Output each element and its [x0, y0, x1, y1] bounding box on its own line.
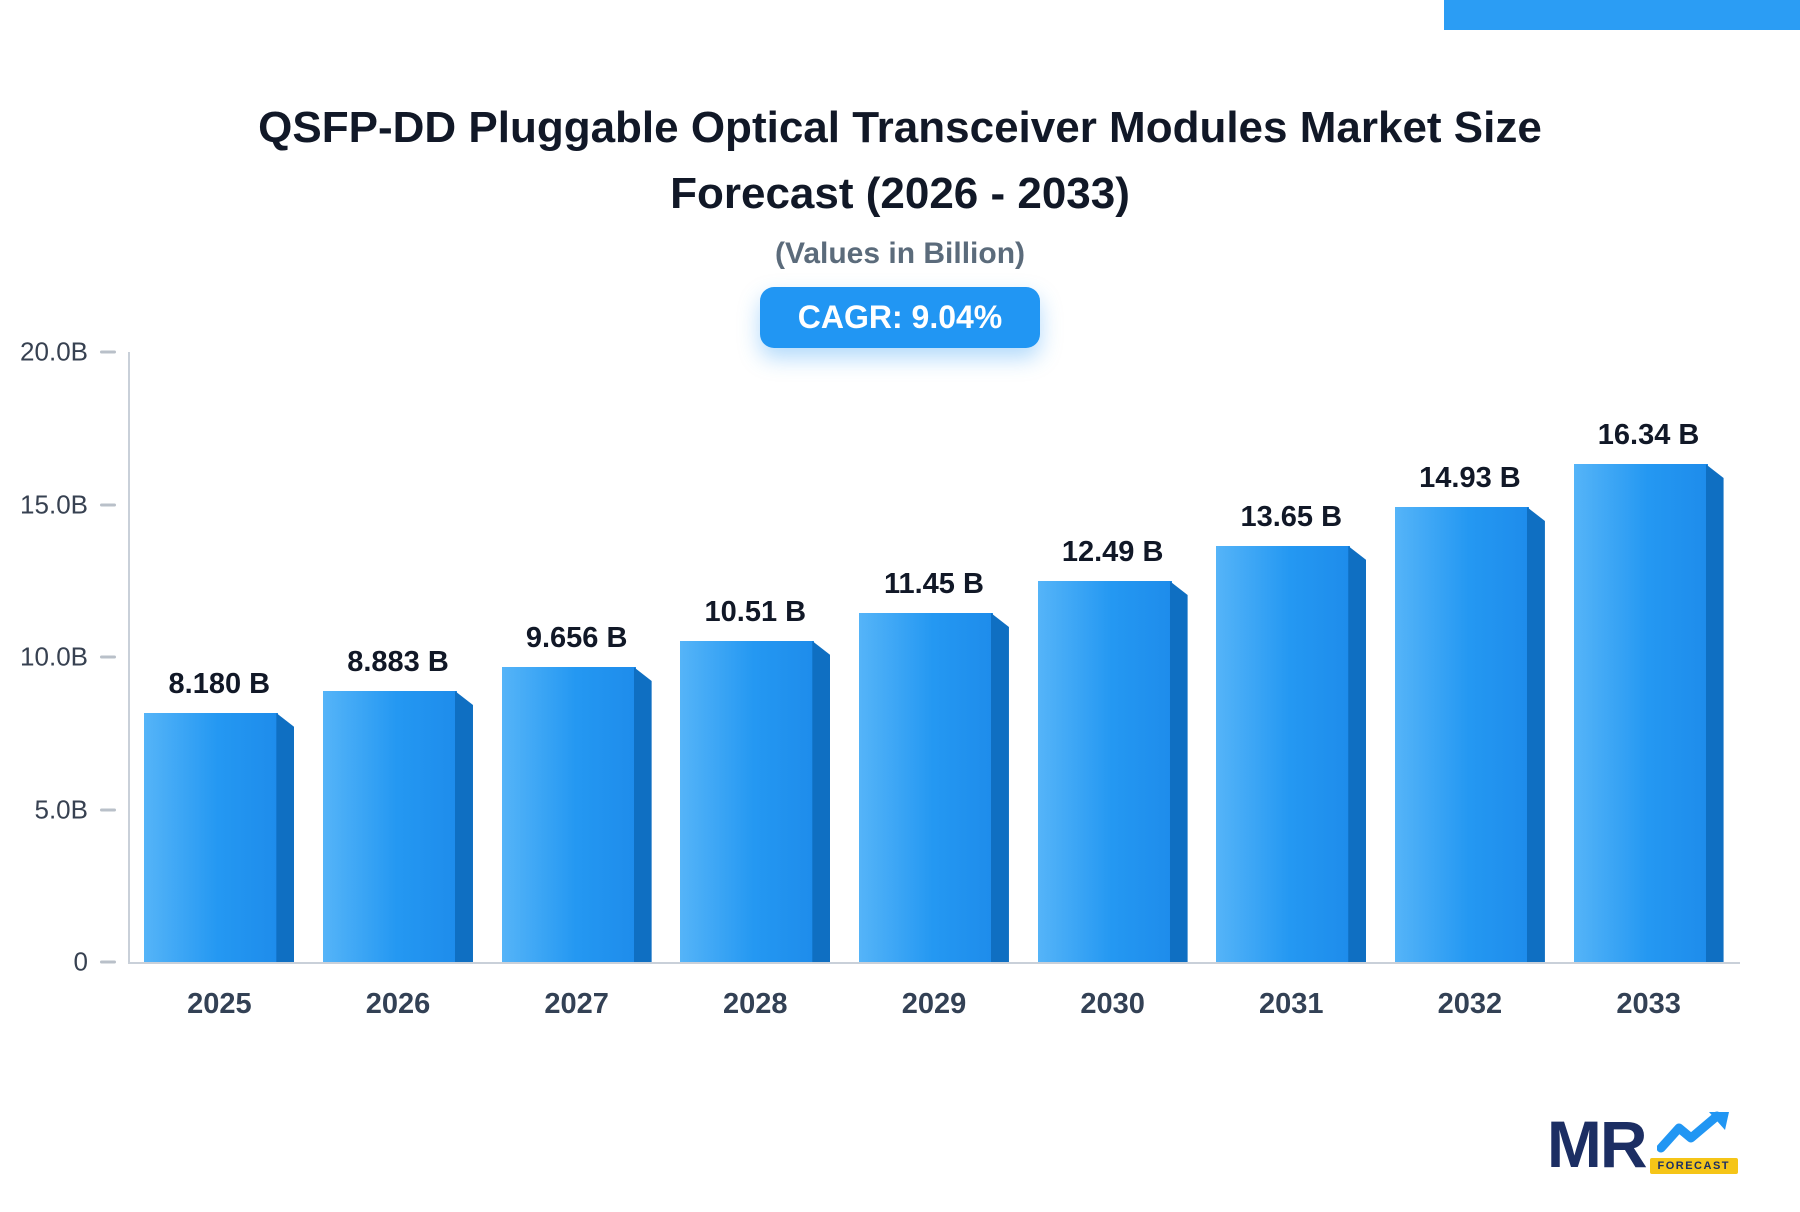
- bar-front-face: [1394, 507, 1529, 962]
- y-axis-tick-mark: [100, 503, 116, 507]
- bar-front-face: [1216, 546, 1351, 962]
- bar-side-face: [990, 613, 1009, 962]
- y-axis-tick-mark: [100, 350, 116, 354]
- bar-front-face: [1573, 464, 1708, 962]
- bar-value-label: 10.51 B: [704, 596, 807, 628]
- bar: [144, 713, 295, 962]
- bar-side-face: [633, 667, 652, 962]
- y-axis-tick: 20.0B: [20, 337, 116, 368]
- bar-group: 8.883 B: [309, 646, 487, 962]
- chart-title: QSFP-DD Pluggable Optical Transceiver Mo…: [258, 103, 1542, 218]
- bar-front-face: [144, 713, 279, 962]
- bar-front-face: [1037, 581, 1172, 962]
- bar-group: 16.34 B: [1560, 419, 1738, 962]
- bars-area: 8.180 B 8.883 B 9.656 B 10.51 B 11.45 B 12.49…: [130, 352, 1738, 962]
- y-axis-tick: 0: [74, 947, 116, 978]
- y-axis-tick-label: 20.0B: [20, 336, 88, 367]
- bar-group: 12.49 B: [1024, 536, 1202, 962]
- y-axis-tick-label: 0: [73, 946, 88, 977]
- x-axis-label: 2029: [901, 988, 967, 1020]
- bar: [501, 667, 652, 962]
- x-axis-labels: 2025 2026 2027 2028 2029 2030 2031 2032 2033: [130, 988, 1738, 1021]
- bar: [1394, 507, 1545, 962]
- y-axis-tick-label: 5.0B: [34, 794, 89, 825]
- bar-group: 14.93 B: [1381, 462, 1559, 962]
- bar-value-label: 8.180 B: [168, 668, 271, 700]
- bar-value-label: 11.45 B: [883, 568, 984, 600]
- y-axis-tick-mark: [100, 960, 116, 964]
- cagr-badge: CAGR: 9.04%: [759, 287, 1041, 348]
- x-axis-label: 2027: [544, 988, 609, 1020]
- x-axis-label: 2028: [723, 988, 788, 1020]
- top-right-banner: [1444, 0, 1800, 30]
- bar: [680, 641, 831, 962]
- bar-value-label: 9.656 B: [525, 622, 628, 654]
- y-axis-tick: 15.0B: [20, 490, 116, 521]
- y-axis-tick: 5.0B: [34, 794, 116, 826]
- bar-front-face: [858, 613, 993, 962]
- bar-side-face: [1526, 507, 1545, 962]
- bar-group: 11.45 B: [845, 568, 1023, 962]
- bar: [322, 691, 473, 962]
- bar-value-label: 8.883 B: [347, 646, 449, 678]
- y-axis-tick-label: 10.0B: [20, 641, 88, 672]
- bar-front-face: [501, 667, 636, 962]
- y-axis-tick-mark: [100, 655, 116, 659]
- x-axis-label: 2031: [1259, 988, 1324, 1020]
- bar: [1037, 581, 1188, 962]
- bar-side-face: [1169, 581, 1188, 962]
- bar-value-label: 12.49 B: [1061, 536, 1164, 568]
- bar: [858, 613, 1009, 962]
- bar-group: 8.180 B: [130, 668, 308, 962]
- logo-mr-text: MR: [1546, 1106, 1648, 1181]
- logo-forecast-text: FORECAST: [1649, 1158, 1738, 1174]
- y-axis-tick-label: 15.0B: [20, 489, 88, 520]
- bar-group: 13.65 B: [1202, 501, 1380, 962]
- x-axis-label: 2033: [1616, 988, 1681, 1020]
- bar-value-label: 16.34 B: [1597, 419, 1700, 451]
- y-axis-ticks: 20.0B 15.0B 10.0B 5.0B 0: [0, 337, 116, 977]
- x-axis-label: 2030: [1080, 988, 1145, 1020]
- mrforecast-logo: MR FORECAST: [1546, 1106, 1738, 1181]
- bar-value-label: 13.65 B: [1240, 501, 1343, 533]
- bar-front-face: [680, 641, 815, 962]
- bar: [1216, 546, 1367, 962]
- bar-side-face: [276, 713, 295, 962]
- x-axis-label: 2025: [187, 988, 252, 1020]
- x-axis-label: 2032: [1437, 988, 1503, 1020]
- bar-side-face: [812, 641, 831, 962]
- bar-group: 10.51 B: [666, 596, 844, 962]
- y-axis-tick-mark: [100, 808, 116, 812]
- chart-subtitle: (Values in Billion): [774, 237, 1026, 270]
- bar-value-label: 14.93 B: [1419, 462, 1521, 494]
- bar-side-face: [454, 691, 473, 962]
- bar-side-face: [1348, 546, 1367, 962]
- bar-front-face: [322, 691, 457, 962]
- trend-up-arrow-icon: [1656, 1111, 1729, 1153]
- bar: [1573, 464, 1724, 962]
- y-axis-tick: 10.0B: [20, 642, 116, 673]
- y-axis-line: [128, 352, 130, 964]
- x-axis-line: [128, 962, 1740, 964]
- bar-side-face: [1705, 464, 1724, 962]
- x-axis-label: 2026: [365, 988, 431, 1020]
- bar-group: 9.656 B: [488, 622, 666, 962]
